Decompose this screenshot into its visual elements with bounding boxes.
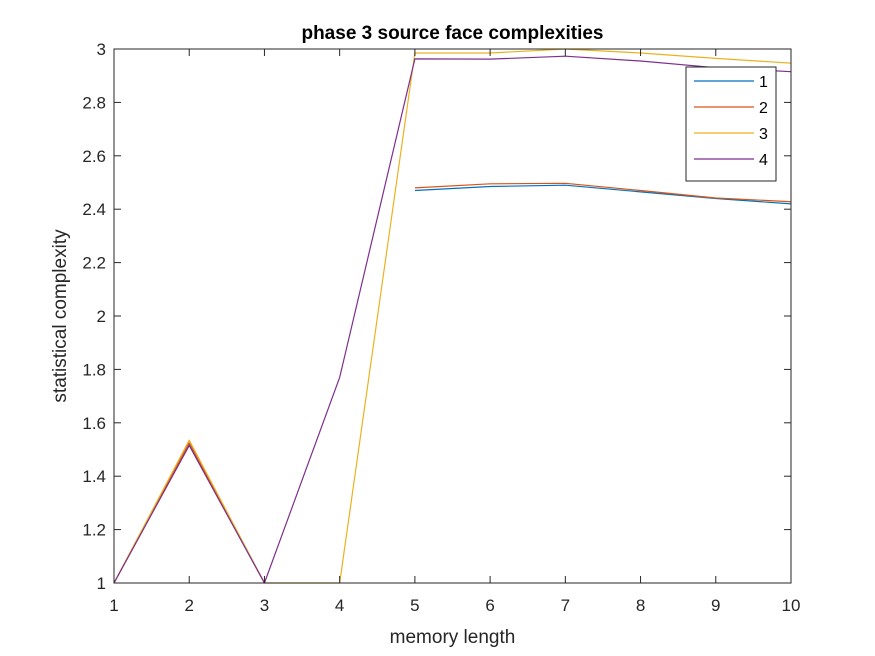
x-tick-label: 6 [485, 596, 494, 615]
x-axis-label: memory length [390, 627, 516, 648]
x-tick-label: 5 [410, 596, 419, 615]
legend-box [685, 66, 777, 182]
x-tick-label: 4 [335, 596, 344, 615]
x-tick-label: 7 [561, 596, 570, 615]
legend: 1 2 3 4 [685, 66, 777, 182]
y-axis-label: statistical complexity [50, 229, 71, 403]
x-tick-label: 9 [711, 596, 720, 615]
y-tick-label: 1.4 [82, 467, 106, 486]
legend-label-1: 1 [759, 74, 768, 91]
legend-label-4: 4 [759, 152, 768, 169]
y-tick-label: 1.8 [82, 360, 106, 379]
legend-label-3: 3 [759, 126, 768, 143]
x-tick-label: 1 [109, 596, 118, 615]
ticks-layer: 1 2 3 4 5 6 7 8 9 10 1 1.2 1.4 1.6 1.8 2 2.2 2.4 2.6 2.8 3 [82, 40, 800, 615]
series-line-4 [113, 55, 792, 584]
y-tick-label: 2.4 [82, 200, 106, 219]
y-tick-label: 2.2 [82, 254, 106, 273]
legend-label-2: 2 [759, 100, 768, 117]
y-tick-label: 2 [97, 307, 106, 326]
y-tick-label: 3 [97, 40, 106, 59]
series-layer [113, 48, 792, 584]
x-tick-label: 8 [636, 596, 645, 615]
y-tick-label: 2.6 [82, 147, 106, 166]
x-tick-label: 2 [184, 596, 193, 615]
y-tick-label: 2.8 [82, 93, 106, 112]
y-tick-label: 1.2 [82, 521, 106, 540]
series-line-3 [113, 48, 792, 584]
y-tick-label: 1.6 [82, 414, 106, 433]
x-tick-label: 3 [260, 596, 269, 615]
plot-area [114, 49, 791, 583]
chart-title: phase 3 source face complexities [301, 23, 603, 44]
x-tick-label: 10 [782, 596, 801, 615]
y-tick-label: 1 [97, 574, 106, 593]
